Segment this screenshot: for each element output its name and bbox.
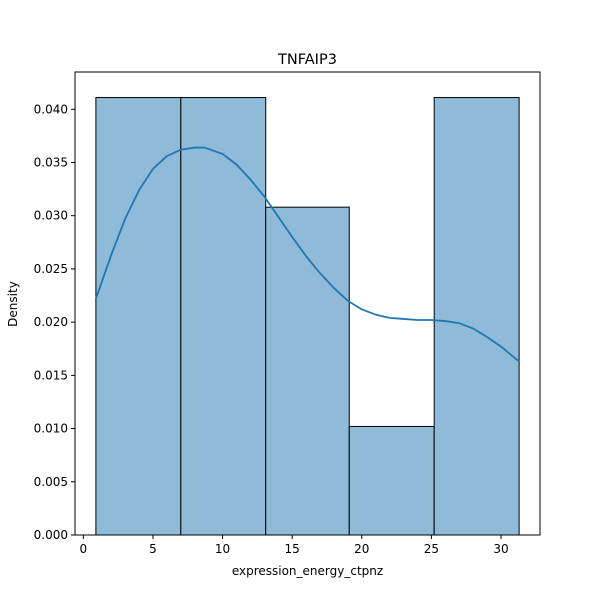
x-axis-label: expression_energy_ctpnz — [232, 564, 383, 578]
y-tick-label: 0.035 — [34, 155, 68, 169]
x-tick-label: 5 — [149, 542, 157, 556]
y-tick-label: 0.030 — [34, 209, 68, 223]
histogram-bar-4 — [348, 425, 435, 536]
y-tick-label: 0.020 — [34, 315, 68, 329]
y-axis-label: Density — [6, 281, 20, 327]
kde-curve — [95, 146, 520, 363]
histogram-bar-3 — [265, 206, 350, 536]
x-tick-label: 0 — [80, 542, 88, 556]
x-tick-label: 20 — [354, 542, 369, 556]
y-tick-label: 0.015 — [34, 368, 68, 382]
histogram-bar-1 — [95, 97, 182, 536]
histogram-bars — [95, 97, 520, 536]
x-axis-ticks: 0 5 10 15 20 25 30 — [80, 535, 509, 556]
histogram-bar-5 — [433, 97, 520, 536]
y-tick-label: 0.000 — [34, 528, 68, 542]
plot-frame — [74, 71, 541, 536]
y-tick-label: 0.005 — [34, 475, 68, 489]
x-tick-label: 10 — [215, 542, 230, 556]
x-tick-label: 15 — [285, 542, 300, 556]
y-tick-label: 0.010 — [34, 422, 68, 436]
y-tick-label: 0.040 — [34, 102, 68, 116]
histogram-bar-2 — [180, 97, 267, 536]
y-axis-ticks: 0.000 0.005 0.010 0.015 0.020 0.025 0.030 0.035… — [34, 102, 75, 542]
chart-title: TNFAIP3 — [277, 52, 337, 68]
y-tick-label: 0.025 — [34, 262, 68, 276]
x-tick-label: 30 — [493, 542, 508, 556]
x-tick-label: 25 — [424, 542, 439, 556]
